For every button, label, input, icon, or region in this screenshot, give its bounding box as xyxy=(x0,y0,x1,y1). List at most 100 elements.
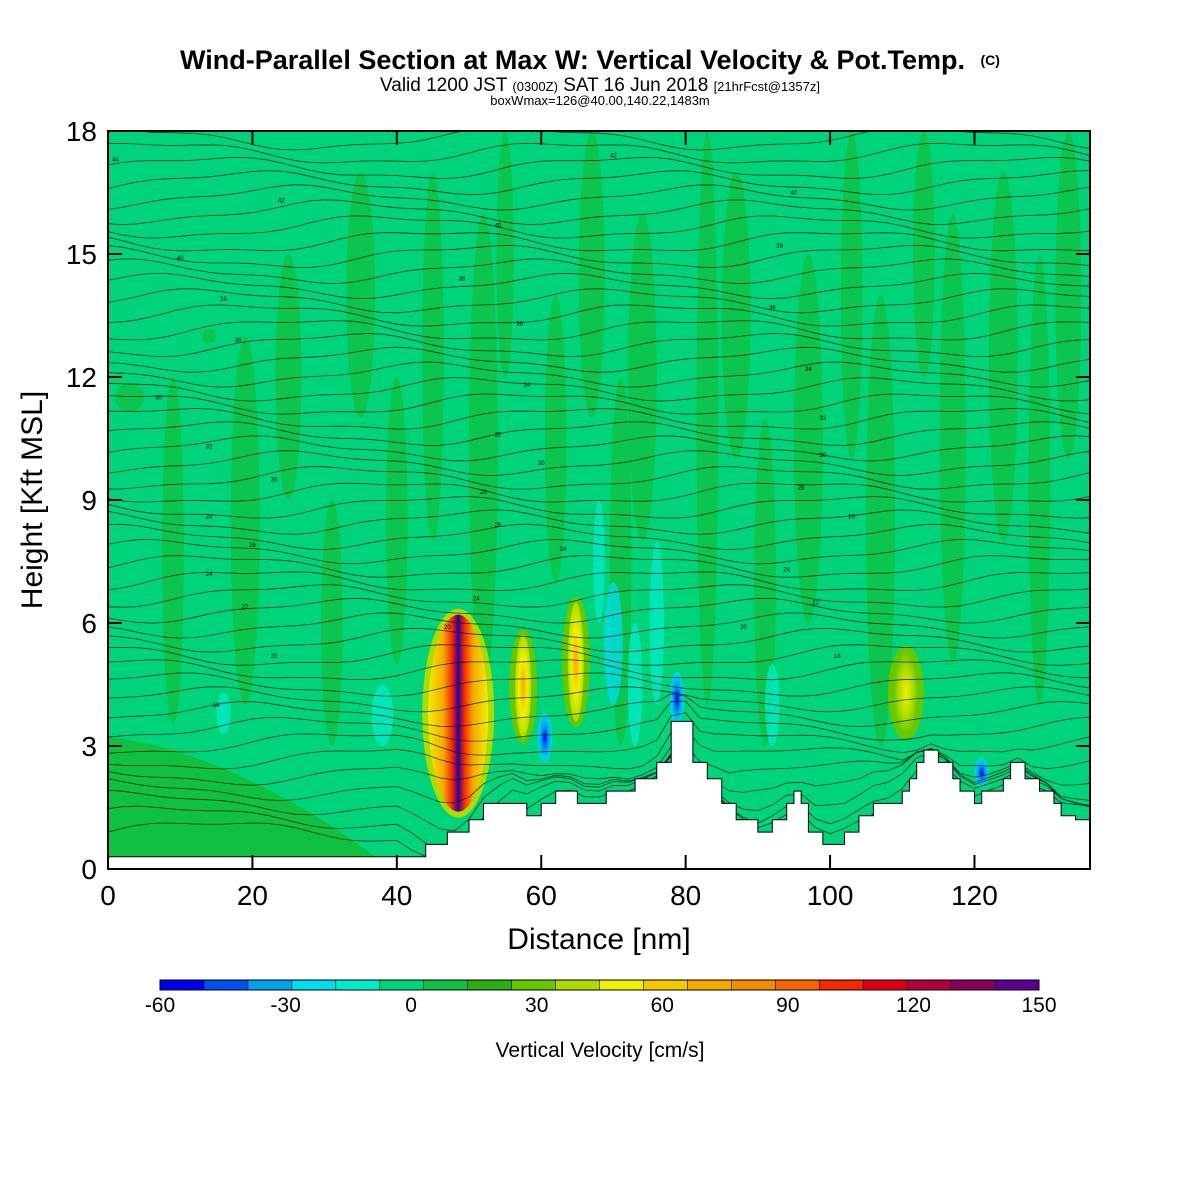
field-streak xyxy=(422,172,444,541)
theta-isentrope xyxy=(132,131,1090,151)
theta-contour-label: 40 xyxy=(791,191,798,197)
theta-isentrope xyxy=(108,156,1090,179)
theta-contour-label: 28 xyxy=(848,514,855,520)
colorbar: -60 -30 0 30 60 90 120 150 xyxy=(145,979,1057,1017)
theta-isentrope xyxy=(108,693,1090,728)
y-tick-label: 3 xyxy=(81,731,97,762)
terrain xyxy=(108,720,1090,869)
theta-isentrope xyxy=(108,523,1090,551)
colorbar-swatch xyxy=(511,980,557,990)
theta-contour-label: 28 xyxy=(206,514,213,520)
field-streak xyxy=(793,254,823,623)
field-streak xyxy=(939,213,966,664)
theta-contour-label: 28 xyxy=(798,486,805,492)
theta-isentrope xyxy=(108,555,1090,578)
theta-isentrope xyxy=(108,644,1090,666)
x-tick-label: 120 xyxy=(951,880,998,911)
colorbar-swatch xyxy=(555,980,600,990)
x-axis: 0 20 40 60 80 100 120 xyxy=(100,131,998,911)
theta-isentrope xyxy=(108,304,1090,327)
theta-isentrope xyxy=(108,597,1090,624)
updraft-core xyxy=(567,602,584,722)
theta-contour-labels: 44 42 40 38 36 30 32 30 28 26 24 22 20 18 42 40 40 38 38 36… xyxy=(112,154,856,709)
colorbar-tick-label: 0 xyxy=(405,994,417,1017)
theta-isentrope xyxy=(108,672,1090,697)
theta-contour-label: 28 xyxy=(480,490,487,496)
theta-isentrope xyxy=(108,272,1090,300)
chart-subtitle: Valid 1200 JST (0300Z) SAT 16 Jun 2018 [… xyxy=(380,75,820,96)
field-streak xyxy=(321,500,343,746)
theta-isentrope xyxy=(108,258,1090,285)
theta-contour-label: 26 xyxy=(249,543,256,549)
theta-isentrope xyxy=(108,659,1090,681)
theta-contour-label: 42 xyxy=(278,199,285,205)
theta-contour-label: 30 xyxy=(819,453,826,459)
y-tick-label: 9 xyxy=(81,485,97,516)
theta-isentrope xyxy=(108,346,1090,373)
colorbar-swatch xyxy=(467,980,513,990)
theta-isentrope xyxy=(108,612,1090,639)
theta-contour-label: 42 xyxy=(610,154,617,160)
theta-contour-label: 44 xyxy=(112,158,119,164)
theta-contour-label: 36 xyxy=(769,305,776,311)
theta-isentrope xyxy=(108,466,1090,490)
field-streak xyxy=(593,500,605,623)
colorbar-tick-label: -60 xyxy=(145,994,175,1017)
colorbar-swatch xyxy=(731,980,776,990)
theta-contour-label: 26 xyxy=(495,523,502,529)
theta-contour-label: 38 xyxy=(458,277,465,283)
colorbar-swatch xyxy=(379,980,425,990)
field-streak xyxy=(840,131,863,459)
theta-contour-label: 20 xyxy=(444,625,451,631)
theta-isentrope xyxy=(108,244,1090,268)
colorbar-swatch xyxy=(995,980,1040,990)
theta-isentrope xyxy=(108,700,1090,742)
colorbar-tick-label: 30 xyxy=(525,994,548,1017)
x-tick-label: 80 xyxy=(670,880,701,911)
theta-contour-label: 30 xyxy=(271,478,278,484)
chart-subtitle-box: boxWmax=126@40.00,140.22,1483m xyxy=(490,93,710,108)
y-axis-label: Height [Kft MSL] xyxy=(16,391,49,609)
theta-isentrope xyxy=(108,627,1090,653)
theta-isentrope xyxy=(108,288,1090,314)
updraft-core xyxy=(428,614,489,812)
theta-isentrope xyxy=(108,584,1090,608)
colorbar-swatch xyxy=(863,980,908,990)
chart-title-text: Wind-Parallel Section at Max W: Vertical… xyxy=(180,45,965,75)
field-streak xyxy=(115,383,145,412)
theta-isentrope xyxy=(108,142,1090,164)
field-streak xyxy=(496,131,514,377)
field-streak xyxy=(721,172,751,459)
theta-isentrope xyxy=(108,482,1090,503)
field-streak xyxy=(578,131,605,418)
theta-contour-label: 40 xyxy=(177,256,184,262)
x-tick-label: 40 xyxy=(381,880,412,911)
theta-isentrope xyxy=(108,170,1090,196)
colorbar-swatch xyxy=(203,980,249,990)
plot-field xyxy=(108,131,1090,869)
x-tick-label: 100 xyxy=(807,880,854,911)
colorbar-swatch xyxy=(951,980,996,990)
colorbar-swatch xyxy=(819,980,864,990)
field-streak xyxy=(627,213,657,541)
boundary-layer xyxy=(108,737,376,857)
x-axis-label: Distance [nm] xyxy=(507,923,690,956)
colorbar-swatch xyxy=(687,980,732,990)
theta-isentrope xyxy=(108,571,1090,592)
theta-contour-label: 32 xyxy=(206,445,213,451)
theta-contour-label: 32 xyxy=(495,432,502,438)
colorbar-swatch xyxy=(599,980,644,990)
theta-isentrope xyxy=(108,333,1090,358)
colorbar-swatch xyxy=(247,980,293,990)
field-streak xyxy=(275,254,302,500)
theta-isentrope xyxy=(108,509,1090,535)
theta-contour-label: 20 xyxy=(740,625,747,631)
theta-isentrope xyxy=(108,408,1090,430)
theta-contour-label: 20 xyxy=(271,654,278,660)
colorbar-tick-label: 90 xyxy=(776,994,799,1017)
theta-contours xyxy=(108,131,1090,869)
colorbar-swatch xyxy=(335,980,381,990)
colorbar-tick-label: 150 xyxy=(1021,994,1056,1017)
